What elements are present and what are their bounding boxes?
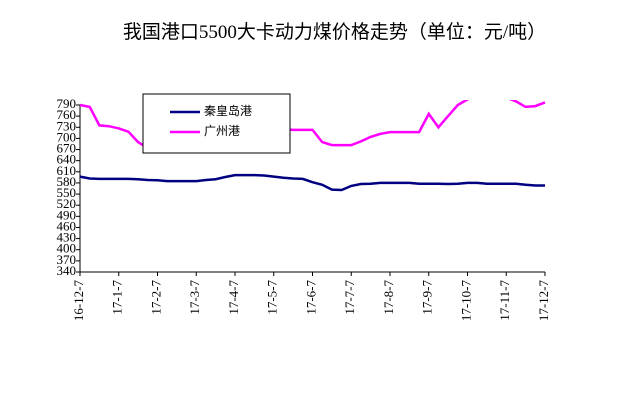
series-line <box>79 173 545 192</box>
y-tick-label: 610 <box>57 163 77 178</box>
y-tick-label: 700 <box>57 129 77 144</box>
x-tick-label: 17-2-7 <box>148 280 163 315</box>
y-tick-label: 550 <box>57 185 77 200</box>
y-tick-label: 460 <box>57 218 77 233</box>
y-tick-label: 430 <box>57 230 77 245</box>
y-tick-label: 370 <box>57 252 77 267</box>
y-tick-label: 640 <box>57 152 77 167</box>
y-tick-label: 490 <box>57 207 77 222</box>
y-tick-label: 520 <box>57 196 77 211</box>
y-tick-label: 730 <box>57 118 77 133</box>
y-tick-label: 340 <box>57 263 77 278</box>
legend-label: 秦皇岛港 <box>204 103 252 118</box>
y-tick-label: 760 <box>57 107 77 122</box>
y-tick-label: 790 <box>57 96 77 111</box>
y-tick-label: 670 <box>57 141 77 156</box>
x-tick-label: 17-11-7 <box>497 280 512 321</box>
legend-label: 广州港 <box>204 124 240 138</box>
y-tick-label: 400 <box>57 241 77 256</box>
x-tick-label: 16-12-7 <box>71 280 86 322</box>
y-tick-label: 580 <box>57 174 77 189</box>
x-tick-label: 17-8-7 <box>381 280 396 315</box>
x-tick-label: 17-3-7 <box>187 280 202 315</box>
x-tick-label: 17-6-7 <box>303 280 318 315</box>
x-tick-label: 17-5-7 <box>265 280 280 315</box>
x-tick-label: 17-9-7 <box>420 280 435 315</box>
chart-title: 我国港口5500大卡动力煤价格走势（单位：元/吨） <box>122 22 547 43</box>
x-tick-label: 17-4-7 <box>226 280 241 315</box>
x-tick-label: 17-12-7 <box>536 280 551 322</box>
x-tick-label: 17-1-7 <box>110 280 125 315</box>
legend-box <box>142 93 291 154</box>
x-tick-label: 17-7-7 <box>342 280 357 315</box>
x-tick-label: 17-10-7 <box>458 280 473 322</box>
